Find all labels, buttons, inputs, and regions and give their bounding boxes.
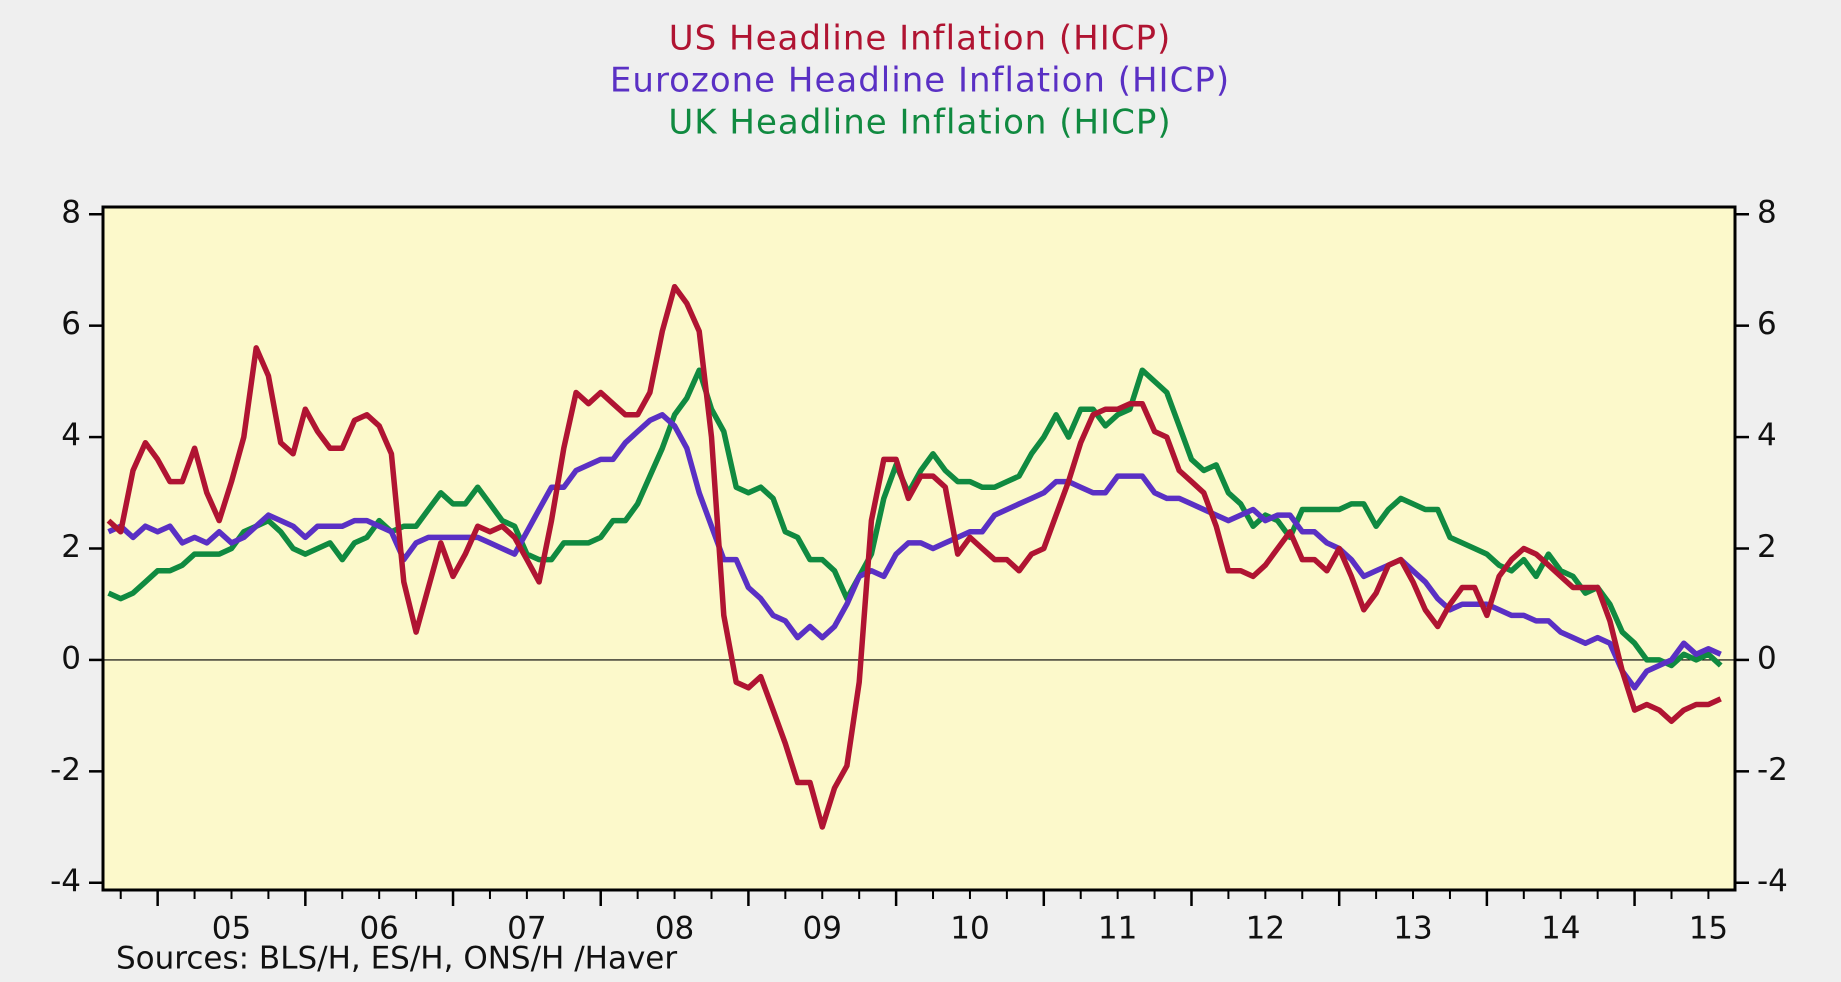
y2-tick-label: 2	[1757, 529, 1777, 565]
chart-title: Eurozone Headline Inflation (HICP)	[610, 61, 1230, 101]
x-tick-label: 09	[803, 911, 842, 947]
chart-title: UK Headline Inflation (HICP)	[668, 103, 1171, 143]
x-tick-label: 11	[1098, 911, 1137, 947]
x-tick-label: 12	[1246, 911, 1285, 947]
y-tick-label: 8	[61, 195, 81, 231]
y-tick-label: 4	[61, 418, 81, 454]
series-line	[107, 412, 1722, 691]
x-tick-label: 10	[950, 911, 989, 947]
plot-frame	[101, 205, 1737, 892]
y-tick-label: -4	[50, 863, 81, 899]
plot-area	[103, 207, 1735, 890]
y2-tick-label: 4	[1757, 418, 1777, 454]
chart-title: US Headline Inflation (HICP)	[669, 19, 1171, 59]
x-tick-label: 05	[212, 911, 251, 947]
y2-tick-label: 8	[1757, 195, 1777, 231]
x-tick-label: 08	[655, 911, 694, 947]
series-line	[106, 283, 1722, 830]
source-note: Sources: BLS/H, ES/H, ONS/H /Haver	[116, 941, 677, 977]
y2-tick-label: -2	[1757, 752, 1788, 788]
y-tick-label: 6	[61, 306, 81, 342]
y2-tick-label: 0	[1757, 640, 1777, 676]
x-tick-label: 14	[1541, 911, 1580, 947]
y-tick-label: 0	[61, 640, 81, 676]
x-tick-label: 07	[507, 911, 546, 947]
y-tick-label: 2	[61, 529, 81, 565]
y2-tick-label: -4	[1757, 863, 1788, 899]
x-tick-label: 13	[1393, 911, 1432, 947]
x-tick-label: 06	[359, 911, 398, 947]
x-tick-label: 15	[1689, 911, 1728, 947]
y-tick-label: -2	[50, 752, 81, 788]
y2-tick-label: 6	[1757, 306, 1777, 342]
